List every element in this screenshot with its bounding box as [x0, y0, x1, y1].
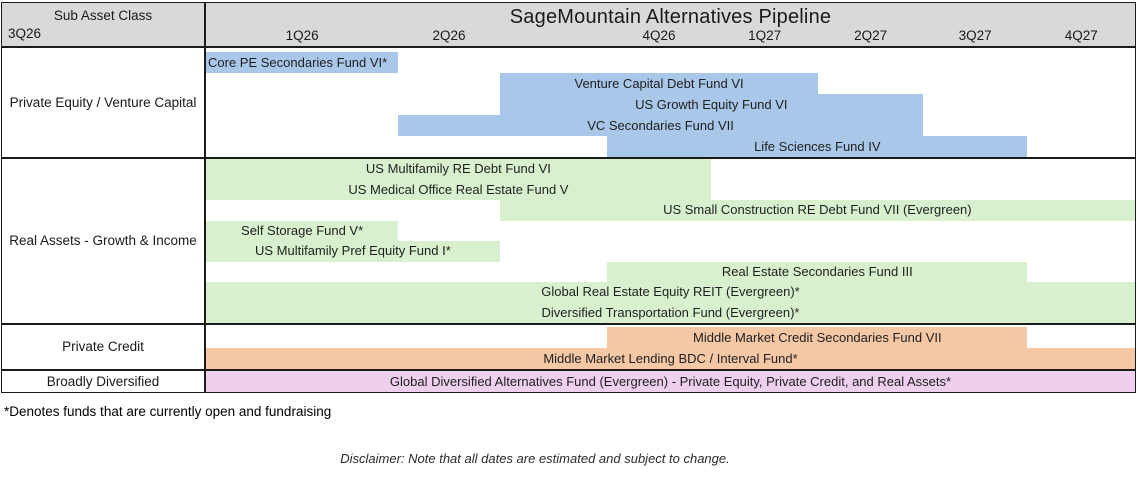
- band-label-real-assets: Real Assets - Growth & Income: [2, 159, 206, 323]
- gantt-bar: VC Secondaries Fund VII: [398, 115, 923, 136]
- sub-asset-class-label: Sub Asset Class: [53, 8, 153, 23]
- quarter-label-4q27: 4Q27: [1064, 28, 1098, 43]
- band-rows-broadly-diversified: Global Diversified Alternatives Fund (Ev…: [206, 371, 1135, 392]
- page-title: SageMountain Alternatives Pipeline: [509, 6, 832, 28]
- gantt-bar: Global Real Estate Equity REIT (Evergree…: [206, 282, 1135, 303]
- quarter-label-2q26: 2Q26: [432, 28, 466, 43]
- gantt-bar: Core PE Secondaries Fund VI*: [206, 52, 399, 73]
- band-broadly-diversified: Broadly Diversified Global Diversified A…: [2, 369, 1135, 392]
- band-label-private-equity: Private Equity / Venture Capital: [2, 48, 206, 157]
- footnote: *Denotes funds that are currently open a…: [4, 404, 332, 419]
- quarter-label-3q27: 3Q27: [958, 28, 992, 43]
- pipeline-table: Sub Asset Class 3Q26 SageMountain Altern…: [1, 2, 1136, 393]
- gantt-bar: US Growth Equity Fund VI: [499, 94, 923, 115]
- band-real-assets: Real Assets - Growth & Income US Multifa…: [2, 157, 1135, 323]
- band-private-credit: Private Credit Middle Market Credit Seco…: [2, 323, 1135, 369]
- gantt-bar: Middle Market Lending BDC / Interval Fun…: [206, 348, 1135, 369]
- sub-asset-class-header-cell: Sub Asset Class 3Q26: [2, 3, 206, 46]
- gantt-bar: US Multifamily RE Debt Fund VI: [206, 159, 711, 180]
- gantt-bar: Real Estate Secondaries Fund III: [607, 261, 1028, 282]
- gantt-bar: Middle Market Credit Secondaries Fund VI…: [607, 327, 1028, 348]
- gantt-bar: Diversified Transportation Fund (Evergre…: [206, 302, 1135, 323]
- quarter-label-1q26: 1Q26: [285, 28, 319, 43]
- gantt-bar: US Medical Office Real Estate Fund V: [206, 179, 711, 200]
- band-rows-private-equity: Core PE Secondaries Fund VI* Venture Cap…: [206, 48, 1135, 157]
- quarter-label-1q27: 1Q27: [748, 28, 782, 43]
- gantt-bar: Life Sciences Fund IV: [607, 136, 1028, 157]
- disclaimer: Disclaimer: Note that all dates are esti…: [340, 451, 730, 466]
- misplaced-quarter-label-3q26: 3Q26: [8, 26, 42, 41]
- header-row: Sub Asset Class 3Q26 SageMountain Altern…: [2, 3, 1135, 48]
- gantt-bar: Venture Capital Debt Fund VI: [499, 73, 819, 94]
- band-label-broadly-diversified: Broadly Diversified: [2, 371, 206, 392]
- quarter-label-4q26: 4Q26: [642, 28, 676, 43]
- gantt-bar: US Multifamily Pref Equity Fund I*: [206, 241, 500, 262]
- gantt-bar: Self Storage Fund V*: [206, 220, 399, 241]
- gantt-bar: Global Diversified Alternatives Fund (Ev…: [206, 371, 1135, 392]
- band-label-private-credit: Private Credit: [2, 325, 206, 369]
- band-private-equity: Private Equity / Venture Capital Core PE…: [2, 48, 1135, 157]
- timeline-header-cell: SageMountain Alternatives Pipeline 1Q26 …: [206, 3, 1135, 46]
- band-rows-real-assets: US Multifamily RE Debt Fund VI US Medica…: [206, 159, 1135, 323]
- band-rows-private-credit: Middle Market Credit Secondaries Fund VI…: [206, 325, 1135, 369]
- quarter-label-2q27: 2Q27: [854, 28, 888, 43]
- gantt-bar: US Small Construction RE Debt Fund VII (…: [499, 200, 1135, 221]
